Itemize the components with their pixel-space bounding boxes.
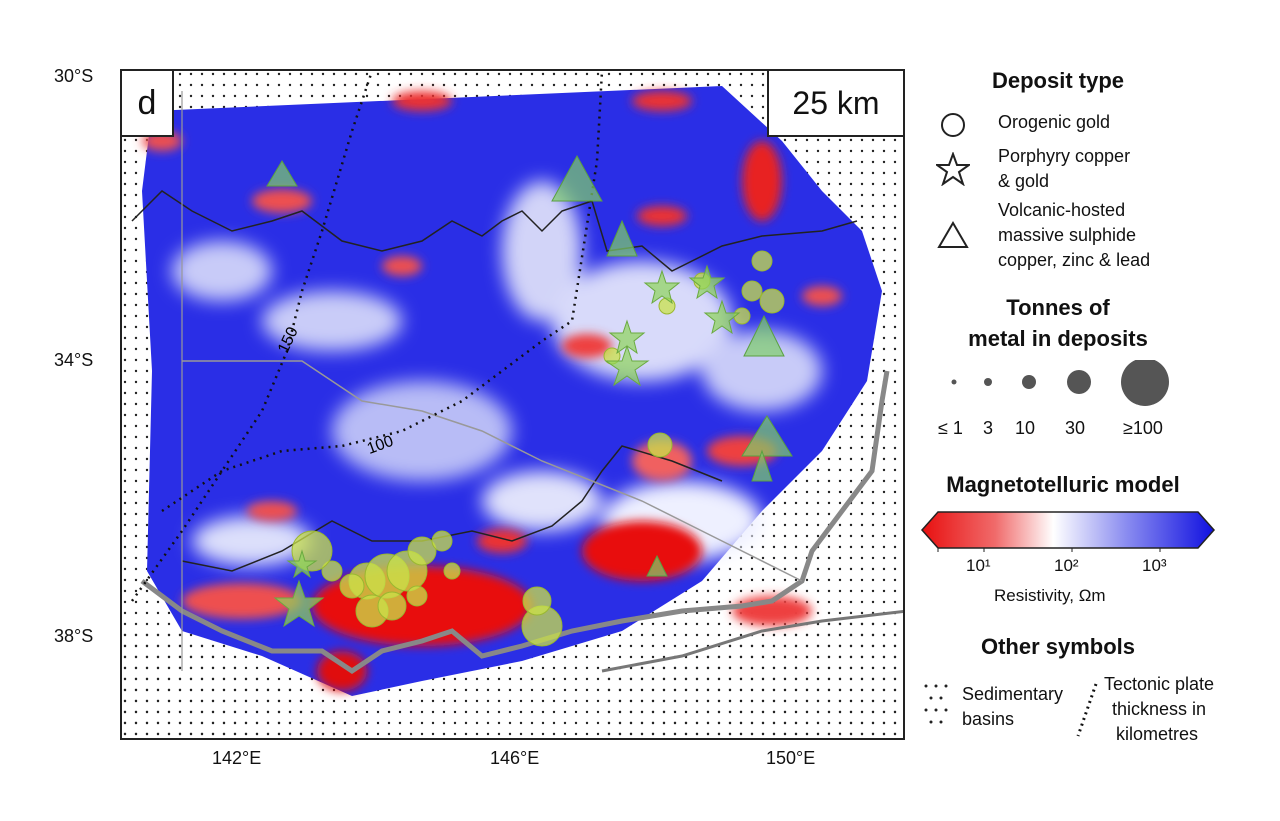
lat-label-34s: 34°S xyxy=(54,350,94,370)
colorbar-label: Resistivity, Ωm xyxy=(994,586,1106,605)
legend: Deposit type Orogenic gold Porphyry copp… xyxy=(918,60,1278,760)
plate-label-3: kilometres xyxy=(1116,724,1199,744)
lat-label-38s: 38°S xyxy=(54,626,94,646)
colorbar-tick-2: 10² xyxy=(1054,556,1079,575)
lon-label-146e: 146°E xyxy=(490,748,540,768)
dotted-line-icon xyxy=(1076,683,1098,737)
size-label-1: ≤ 1 xyxy=(938,418,963,438)
size-label-100: ≥100 xyxy=(1123,418,1163,438)
panel-letter: d xyxy=(122,71,174,137)
geological-boundary xyxy=(131,190,858,272)
vhms-label-2: massive sulphide xyxy=(998,225,1137,245)
plate-thickness-contour-150 xyxy=(130,71,374,602)
sedimentary-label-2: basins xyxy=(962,709,1015,729)
vhms-label-1: Volcanic-hosted xyxy=(998,200,1126,220)
resistivity-map: 150 100 xyxy=(120,69,905,740)
tonnes-title-2: metal in deposits xyxy=(968,326,1148,351)
lon-label-142e: 142°E xyxy=(212,748,262,768)
size-scale-icons xyxy=(951,360,1169,406)
lon-label-150e: 150°E xyxy=(766,748,816,768)
star-icon xyxy=(936,152,970,186)
size-label-10: 10 xyxy=(1015,418,1036,438)
porphyry-label-1: Porphyry copper xyxy=(998,146,1131,166)
vhms-deposits xyxy=(266,154,793,577)
vhms-label-3: copper, zinc & lead xyxy=(998,250,1151,270)
other-symbols-title: Other symbols xyxy=(980,634,1136,659)
state-border xyxy=(182,360,803,582)
colorbar-tick-1: 10¹ xyxy=(966,556,991,575)
porphyry-label-2: & gold xyxy=(998,171,1050,191)
plate-label-2: thickness in xyxy=(1112,699,1207,719)
lat-label-30s: 30°S xyxy=(54,66,94,86)
map-canvas: 150 100 xyxy=(122,71,903,738)
dots-icon xyxy=(924,684,948,724)
size-label-3: 3 xyxy=(983,418,994,438)
triangle-icon xyxy=(937,221,969,248)
tonnes-title-1: Tonnes of xyxy=(1006,295,1110,320)
mt-title: Magnetotelluric model xyxy=(946,472,1180,497)
circle-icon xyxy=(941,113,965,137)
deposit-type-title: Deposit type xyxy=(991,68,1125,93)
depth-label: 25 km xyxy=(767,71,903,137)
orogenic-gold-deposits xyxy=(291,250,785,647)
orogenic-gold-label: Orogenic gold xyxy=(998,112,1111,132)
porphyry-deposits xyxy=(273,264,741,628)
resistivity-colorbar xyxy=(920,511,1216,552)
geological-boundary-south xyxy=(181,445,723,572)
sedimentary-label-1: Sedimentary xyxy=(962,684,1064,704)
offshore-basin xyxy=(602,611,903,738)
plate-label-1: Tectonic plate xyxy=(1104,674,1215,694)
colorbar-tick-3: 10³ xyxy=(1142,556,1167,575)
size-label-30: 30 xyxy=(1065,418,1086,438)
resistivity-field xyxy=(142,86,882,696)
